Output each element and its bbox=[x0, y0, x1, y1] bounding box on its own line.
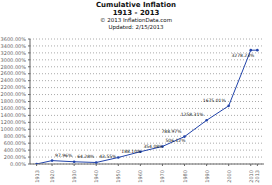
svg-text:1930: 1930 bbox=[71, 170, 77, 183]
svg-text:1940: 1940 bbox=[93, 170, 99, 183]
html-text:Updated: 2/15/2013: Updated: 2/15/2013 bbox=[108, 23, 164, 30]
svg-text:2000: 2000 bbox=[226, 170, 232, 183]
svg-text:1990: 1990 bbox=[204, 170, 210, 183]
svg-text:1970: 1970 bbox=[159, 170, 165, 183]
svg-text:3200.00%: 3200.00% bbox=[8, 50, 26, 56]
svg-text:400.00%: 400.00% bbox=[8, 147, 26, 153]
svg-text:1675.01%: 1675.01% bbox=[203, 98, 227, 103]
svg-text:1258.31%: 1258.31% bbox=[181, 112, 205, 117]
svg-text:3600.00%: 3600.00% bbox=[8, 36, 26, 42]
svg-text:800.00%: 800.00% bbox=[8, 133, 26, 139]
svg-text:354.08%: 354.08% bbox=[143, 144, 164, 149]
svg-text:2600.00%: 2600.00% bbox=[8, 70, 26, 76]
svg-text:64.28%: 64.28% bbox=[77, 154, 95, 159]
svg-text:506.12%: 506.12% bbox=[165, 138, 186, 143]
svg-text:43.55%: 43.55% bbox=[99, 154, 117, 159]
svg-text:200.00%: 200.00% bbox=[8, 154, 26, 160]
svg-text:2013: 2013 bbox=[254, 170, 260, 183]
svg-text:97.96%: 97.96% bbox=[55, 153, 73, 158]
svg-text:1920: 1920 bbox=[49, 170, 55, 183]
svg-text:2010: 2010 bbox=[248, 170, 254, 183]
svg-text:1950: 1950 bbox=[115, 170, 121, 183]
svg-text:1913: 1913 bbox=[34, 170, 40, 183]
svg-text:1960: 1960 bbox=[137, 170, 143, 183]
svg-text:2000.00%: 2000.00% bbox=[8, 91, 26, 97]
html-text:Cumulative Inflation: Cumulative Inflation bbox=[96, 1, 176, 9]
svg-text:3000.00%: 3000.00% bbox=[8, 57, 26, 63]
svg-text:3278.23%: 3278.23% bbox=[231, 53, 255, 58]
svg-text:1000.00%: 1000.00% bbox=[8, 126, 26, 132]
html-text:© 2013 InflationData.com: © 2013 InflationData.com bbox=[99, 17, 172, 23]
svg-text:1980: 1980 bbox=[182, 170, 188, 183]
svg-text:1400.00%: 1400.00% bbox=[8, 112, 26, 118]
svg-text:1600.00%: 1600.00% bbox=[8, 105, 26, 111]
svg-text:0.00%: 0.00% bbox=[10, 161, 26, 167]
svg-text:1800.00%: 1800.00% bbox=[8, 98, 26, 104]
svg-text:1200.00%: 1200.00% bbox=[8, 119, 26, 125]
svg-text:788.97%: 788.97% bbox=[161, 129, 182, 134]
svg-text:188.10%: 188.10% bbox=[121, 149, 142, 154]
svg-text:600.00%: 600.00% bbox=[8, 140, 26, 146]
svg-text:2800.00%: 2800.00% bbox=[8, 64, 26, 70]
svg-text:2400.00%: 2400.00% bbox=[8, 77, 26, 83]
html-text:1913 - 2013: 1913 - 2013 bbox=[112, 9, 160, 17]
svg-text:3400.00%: 3400.00% bbox=[8, 43, 26, 49]
svg-text:2200.00%: 2200.00% bbox=[8, 84, 26, 90]
